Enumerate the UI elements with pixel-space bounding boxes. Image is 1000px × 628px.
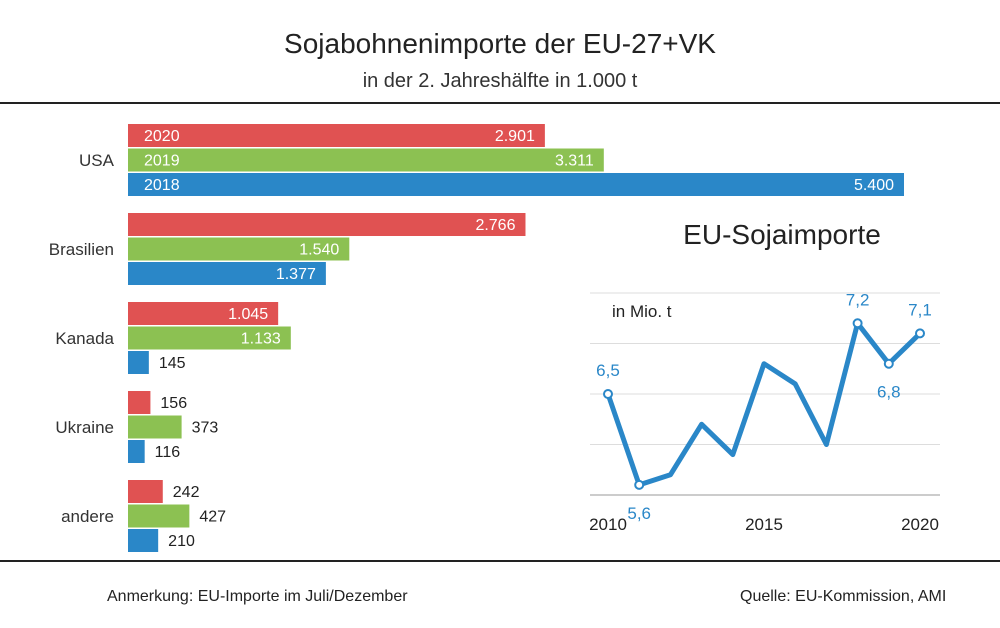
value-label-2019-andere: 427: [199, 509, 226, 526]
bottom-divider: [0, 560, 1000, 562]
inset-unit-label: in Mio. t: [612, 302, 672, 321]
bar-2019-usa: [128, 148, 604, 172]
category-label-ukraine: Ukraine: [55, 418, 114, 437]
legend-label-2019: 2019: [144, 153, 180, 170]
value-label-2019-usa: 3.311: [555, 153, 594, 170]
bar-2018-brasilien: [128, 262, 326, 285]
value-label-2020-usa: 2.901: [495, 128, 535, 145]
bar-2018-kanada: [128, 351, 149, 374]
value-label-2019-kanada: 1.133: [241, 331, 281, 348]
category-label-kanada: Kanada: [55, 329, 114, 348]
inset-x-tick-2015: 2015: [745, 515, 783, 534]
value-label-2018-ukraine: 116: [155, 444, 181, 461]
bar-2020-brasilien: [128, 213, 526, 236]
inset-point-label: 5,6: [627, 504, 651, 523]
category-label-brasilien: Brasilien: [49, 240, 114, 259]
inset-point-marker: [603, 389, 613, 399]
value-label-2020-kanada: 1.045: [228, 306, 268, 323]
top-divider: [0, 102, 1000, 104]
value-label-2020-ukraine: 156: [160, 395, 187, 412]
bar-2020-andere: [128, 480, 163, 503]
inset-point-marker: [852, 318, 863, 329]
value-label-2019-ukraine: 373: [192, 420, 219, 437]
bar-2020-usa: [128, 124, 545, 147]
bar-2019-ukraine: [128, 415, 182, 439]
value-label-2020-andere: 242: [173, 484, 200, 501]
value-label-2018-brasilien: 1.377: [276, 266, 316, 283]
inset-point-marker: [634, 479, 645, 490]
legend-label-2018: 2018: [144, 177, 180, 194]
inset-title: EU-Sojaimporte: [683, 219, 881, 250]
inset-point-marker: [915, 328, 925, 339]
value-label-2020-brasilien: 2.766: [475, 217, 515, 234]
bar-chart: USA 2.901 2020 3.311 2019 5.400 2018 Brasilien 2…: [49, 124, 904, 552]
inset-point-label: 7,2: [846, 290, 870, 309]
inset-x-tick-2020: 2020: [901, 515, 939, 534]
bar-2018-usa: [128, 173, 904, 196]
inset-point-marker: [883, 358, 894, 369]
bar-2019-andere: [128, 504, 190, 528]
line-chart-inset: EU-Sojaimporte in Mio. t 2010 2015 2020 6,5 5,…: [589, 219, 940, 534]
footnote: Anmerkung: EU-Importe im Juli/Dezember: [107, 588, 408, 605]
bar-2019-kanada: [128, 326, 291, 350]
bar-2020-ukraine: [128, 391, 151, 414]
inset-x-tick-2010: 2010: [589, 515, 627, 534]
inset-point-label: 6,5: [596, 361, 620, 380]
chart-title: Sojabohnenimporte der EU-27+VK: [284, 28, 716, 59]
chart-subtitle: in der 2. Jahreshälfte in 1.000 t: [362, 70, 638, 92]
category-label-usa: USA: [79, 151, 115, 170]
value-label-2018-kanada: 145: [159, 355, 186, 372]
inset-point-label: 6,8: [877, 383, 901, 402]
inset-series-line: [605, 320, 923, 488]
value-label-2018-usa: 5.400: [854, 177, 894, 194]
source-note: Quelle: EU-Kommission, AMI: [740, 588, 947, 605]
value-label-2018-andere: 210: [168, 533, 195, 550]
inset-point-label: 7,1: [908, 300, 932, 319]
category-label-andere: andere: [61, 507, 114, 526]
bar-2020-kanada: [128, 302, 279, 325]
bar-2019-brasilien: [128, 237, 350, 261]
bar-2018-ukraine: [128, 440, 145, 463]
bar-2018-andere: [128, 529, 159, 552]
value-label-2019-brasilien: 1.540: [299, 242, 339, 259]
legend-label-2020: 2020: [144, 128, 180, 145]
